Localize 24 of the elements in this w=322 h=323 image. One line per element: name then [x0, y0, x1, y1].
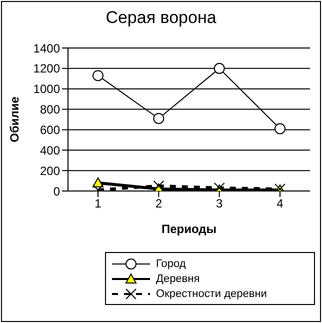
legend-label: Окрестности деревни [156, 288, 267, 300]
y-tick-label: 200 [40, 164, 60, 178]
x-axis-title: Периоды [161, 222, 217, 236]
y-tick-label: 800 [40, 102, 60, 117]
y-tick-label: 1400 [33, 41, 60, 56]
point [92, 70, 104, 82]
y-tick-label: 0 [53, 184, 60, 198]
point [153, 112, 164, 124]
y-tick-label: 1200 [33, 62, 60, 76]
y-tick-label: 400 [40, 143, 60, 158]
x-tick-label: 4 [276, 196, 284, 211]
point [92, 177, 104, 188]
chart-title: Серая ворона [104, 8, 218, 28]
y-axis-title: Обилие [7, 96, 22, 142]
y-tick-label: 1000 [33, 82, 60, 96]
x-tick-label: 1 [94, 196, 102, 211]
x-tick-label: 3 [216, 196, 223, 211]
point [153, 180, 164, 191]
y-tick-label: 600 [40, 122, 60, 137]
legend-label: Деревня [156, 272, 200, 284]
point [274, 123, 286, 134]
x-tick-label: 2 [155, 196, 162, 211]
point [214, 62, 225, 74]
legend-label: Город [156, 258, 186, 270]
